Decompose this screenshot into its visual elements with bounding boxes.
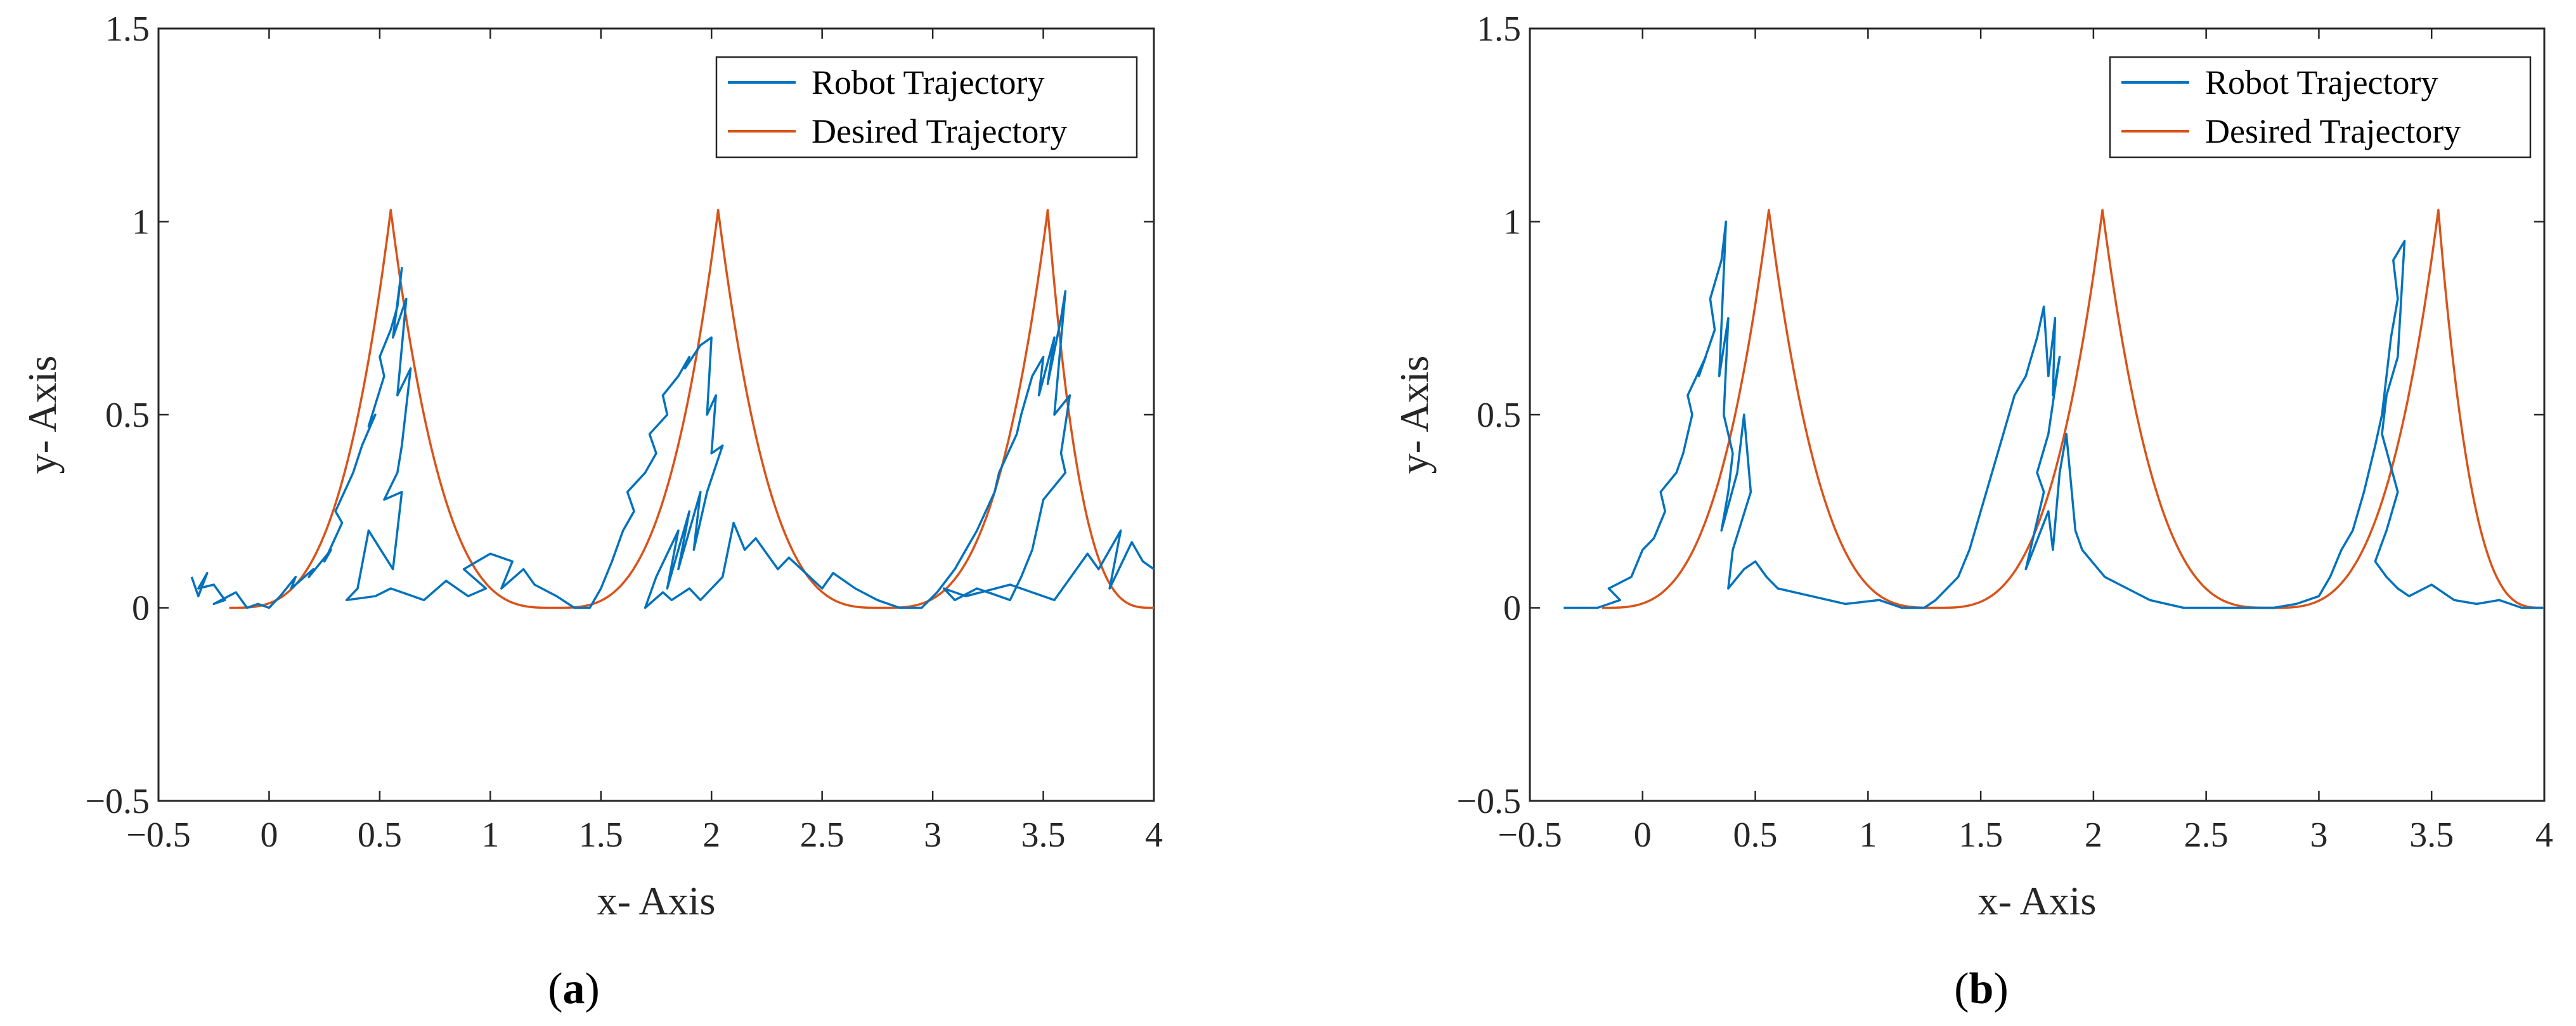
caption-letter: a [563, 964, 585, 1013]
legend-desired-label: Desired Trajectory [812, 112, 1067, 150]
x-tick-label: 3.5 [2409, 815, 2454, 855]
legend: Robot Trajectory Desired Trajectory [2109, 56, 2532, 159]
y-axis-label: y- Axis [20, 356, 65, 474]
robot-trajectory-line [1563, 220, 2544, 609]
y-tick-label: −0.5 [1456, 782, 1521, 821]
x-tick-label: 2 [2085, 815, 2102, 855]
x-tick-label: −0.5 [126, 815, 191, 855]
x-tick-label: 0 [1634, 815, 1652, 855]
y-axis-label: y- Axis [1392, 356, 1437, 474]
x-tick-label: 1.5 [1958, 815, 2003, 855]
y-tick-label: 1.5 [1477, 10, 1521, 49]
legend-box [715, 56, 1138, 159]
y-tick-label: 0.5 [105, 396, 150, 435]
robot-trajectory-line [190, 266, 1155, 609]
x-tick-label: 0 [260, 815, 278, 855]
robot-trajectory-series [190, 266, 1155, 609]
x-axis-label: x- Axis [1978, 878, 2097, 923]
x-tick-label: 0.5 [1733, 815, 1778, 855]
caption-open: ( [1954, 964, 1969, 1013]
x-axis-label: x- Axis [597, 878, 716, 923]
x-tick-label: 4 [2535, 815, 2553, 855]
y-tick-label: 1.5 [105, 10, 150, 49]
legend-box [2109, 56, 2532, 159]
y-tick-label: −0.5 [85, 782, 150, 821]
x-tick-label: 4 [1145, 815, 1163, 855]
caption-close: ) [1993, 964, 2008, 1013]
x-tick-label: 3 [2310, 815, 2327, 855]
x-tick-label: 3.5 [1021, 815, 1066, 855]
x-tick-label: −0.5 [1498, 815, 1562, 855]
legend: Robot Trajectory Desired Trajectory [715, 56, 1138, 159]
y-tick-label: 0.5 [1477, 396, 1521, 435]
x-tick-label: 1 [1859, 815, 1877, 855]
y-tick-group: −0.5 0 0.5 1 1.5 [85, 10, 1154, 821]
x-tick-group: −0.5 0 0.5 1 1.5 2 2.5 3 3.5 4 [126, 29, 1163, 855]
y-tick-label: 1 [132, 203, 150, 242]
panel-b: −0.5 0 0.5 1 1.5 2 2.5 3 3.5 4 −0.5 0 0.5 1 1.5 x- Ax… [1392, 10, 2553, 1013]
caption-close: ) [585, 964, 600, 1013]
x-tick-label: 0.5 [358, 815, 402, 855]
desired-trajectory-line [229, 209, 1154, 609]
x-tick-label: 3 [924, 815, 942, 855]
caption-open: ( [548, 964, 562, 1013]
panel-caption: (a) [548, 964, 600, 1013]
caption-letter: b [1969, 964, 1994, 1013]
y-tick-label: 0 [1503, 589, 1521, 628]
robot-trajectory-series [1563, 220, 2544, 609]
x-tick-label: 1.5 [579, 815, 623, 855]
panel-a: −0.5 0 0.5 1 1.5 2 2.5 3 3.5 4 −0.5 0 0.5 1 1.5 x- Ax… [20, 10, 1163, 1013]
y-tick-label: 0 [132, 589, 150, 628]
x-tick-group: −0.5 0 0.5 1 1.5 2 2.5 3 3.5 4 [1498, 29, 2553, 855]
x-tick-label: 2.5 [2184, 815, 2229, 855]
desired-trajectory-series [229, 209, 1154, 609]
legend-robot-label: Robot Trajectory [812, 63, 1045, 101]
y-tick-label: 1 [1503, 203, 1521, 242]
x-tick-label: 2.5 [800, 815, 845, 855]
desired-trajectory-line [1602, 209, 2544, 609]
panel-caption: (b) [1954, 964, 2009, 1013]
x-tick-label: 1 [481, 815, 499, 855]
legend-robot-label: Robot Trajectory [2205, 63, 2438, 101]
legend-desired-label: Desired Trajectory [2205, 112, 2461, 150]
desired-trajectory-series [1602, 209, 2544, 609]
x-tick-label: 2 [702, 815, 720, 855]
